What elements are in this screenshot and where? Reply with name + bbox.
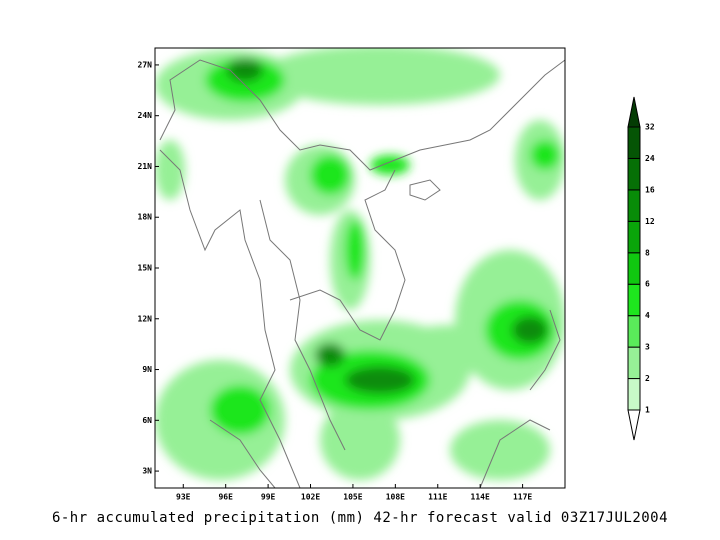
y-tick-label: 9N	[142, 365, 152, 374]
x-tick-label: 105E	[343, 493, 362, 502]
x-tick-label: 108E	[386, 493, 405, 502]
colorbar-segment	[627, 252, 641, 285]
caption: 6-hr accumulated precipitation (mm) 42-h…	[52, 510, 668, 526]
colorbar-segment	[627, 315, 641, 348]
precip-field	[155, 48, 565, 488]
x-tick-label: 117E	[513, 493, 532, 502]
colorbar-segment	[627, 378, 641, 411]
colorbar-segment	[627, 126, 641, 159]
y-tick-label: 12N	[138, 314, 153, 323]
colorbar-segment	[627, 283, 641, 317]
y-tick-label: 6N	[142, 416, 152, 425]
colorbar-label: 24	[645, 154, 655, 163]
colorbar-label: 16	[645, 185, 655, 194]
colorbar-label: 8	[645, 248, 650, 257]
y-tick-label: 21N	[138, 162, 153, 171]
colorbar-label: 32	[645, 123, 655, 132]
y-tick-label: 18N	[138, 213, 153, 222]
colorbar-under	[627, 409, 641, 441]
colorbar-segment	[627, 220, 641, 254]
colorbar-segment	[627, 157, 641, 191]
colorbar-label: 4	[645, 311, 650, 320]
y-tick-label: 27N	[138, 60, 153, 69]
coastlines	[159, 59, 565, 488]
y-tick-label: 3N	[142, 467, 152, 476]
x-tick-label: 96E	[218, 493, 233, 502]
x-tick-label: 93E	[176, 493, 191, 502]
colorbar-segment	[627, 346, 641, 380]
colorbar-label: 2	[645, 374, 650, 383]
colorbar-segment	[627, 189, 641, 222]
colorbar-label: 3	[645, 343, 650, 352]
colorbar-label: 12	[645, 217, 655, 226]
colorbar-over	[627, 96, 641, 128]
x-tick-label: 111E	[428, 493, 447, 502]
x-tick-label: 114E	[471, 493, 490, 502]
colorbar-label: 1	[645, 406, 650, 415]
y-tick-label: 15N	[138, 264, 153, 273]
colorbar-label: 6	[645, 280, 650, 289]
x-tick-label: 99E	[261, 493, 276, 502]
y-tick-label: 24N	[138, 111, 153, 120]
x-tick-label: 102E	[301, 493, 320, 502]
